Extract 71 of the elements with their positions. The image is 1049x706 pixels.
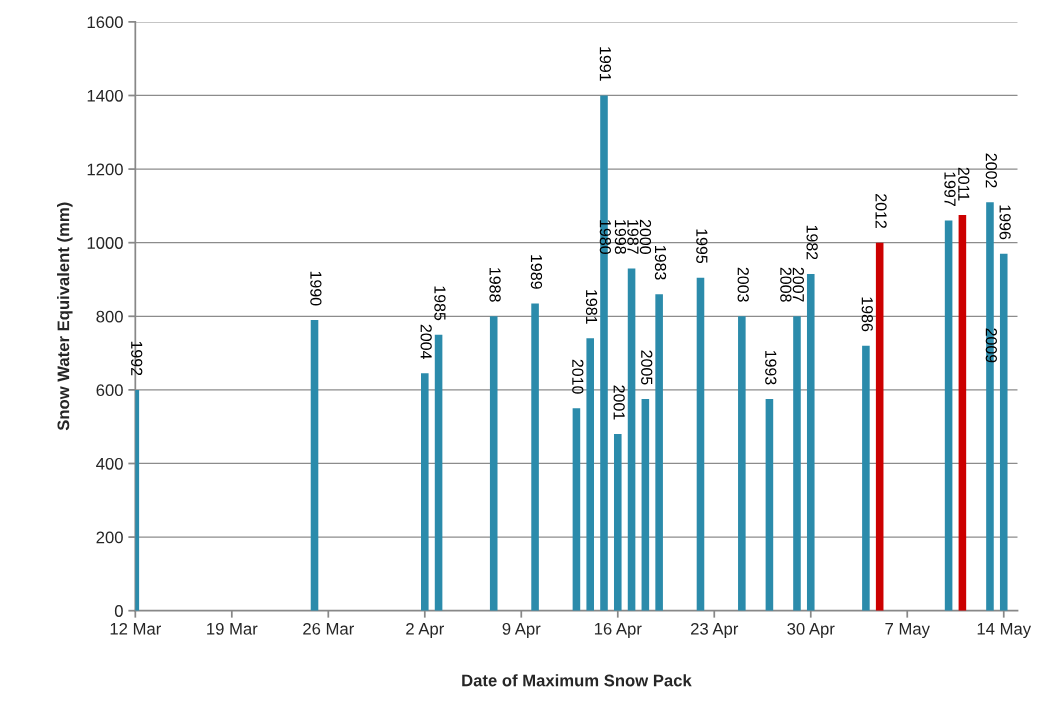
annotation: 1985 — [434, 286, 446, 321]
bar — [793, 316, 801, 611]
y-tick-label: 1600 — [87, 16, 123, 29]
x-tick-label: 30 Apr — [787, 622, 835, 639]
x-tick-label: 9 Apr — [502, 622, 541, 639]
annotation: 1990 — [310, 271, 322, 306]
annotation: 2010 — [572, 359, 584, 394]
annotation: 2002 — [985, 153, 997, 188]
y-tick-label: 1000 — [87, 237, 123, 249]
bar — [765, 399, 774, 611]
bar — [531, 303, 539, 611]
bar — [310, 319, 319, 611]
annotation: 1998 — [614, 220, 627, 254]
annotation: 1992 — [131, 341, 143, 376]
y-tick-label: 1200 — [87, 163, 123, 176]
bar — [738, 316, 746, 611]
bar — [944, 220, 953, 611]
x-tick-label: 7 May — [885, 623, 930, 639]
bar — [489, 316, 498, 611]
annotation: 1991 — [599, 47, 612, 81]
bar — [875, 242, 884, 611]
bar — [421, 373, 429, 611]
bar — [696, 277, 705, 611]
y-axis-title: Snow Water Equivalent (mm) — [57, 202, 73, 431]
annotation: 2012 — [875, 194, 887, 228]
x-tick-label: 16 Apr — [594, 622, 642, 639]
annotation: 2004 — [420, 324, 432, 359]
bar — [627, 268, 636, 611]
x-tick-label: 26 Mar — [303, 622, 354, 635]
annotation: 1993 — [765, 350, 777, 385]
x-axis-title: Date of Maximum Snow Pack — [462, 674, 692, 687]
y-tick-label: 200 — [96, 531, 123, 544]
annotation: 1997 — [944, 172, 956, 206]
annotation: 1987 — [627, 220, 639, 254]
bar — [655, 294, 663, 611]
annotation: 2003 — [737, 267, 749, 302]
annotation: 2008 — [780, 267, 792, 302]
bar — [434, 334, 443, 611]
annotation: 1981 — [585, 290, 598, 324]
annotation: 2005 — [641, 350, 653, 385]
annotation: 1988 — [489, 268, 501, 302]
x-tick-label: 14 May — [977, 623, 1032, 639]
annotation: 2001 — [613, 385, 625, 420]
bar — [958, 215, 967, 611]
y-tick-label: 600 — [96, 384, 123, 397]
y-tick-label: 1400 — [87, 89, 123, 102]
y-tick-label: 0 — [114, 605, 123, 617]
bar — [641, 399, 650, 611]
annotation: 1983 — [654, 246, 667, 280]
bar — [586, 338, 594, 611]
annotation: 1980 — [599, 220, 612, 254]
x-tick-label: 19 Mar — [207, 622, 258, 635]
annotation: 2007 — [792, 267, 804, 302]
x-tick-label: 12 Mar — [110, 622, 161, 635]
bar — [999, 253, 1008, 611]
annotation: 2000 — [639, 219, 652, 254]
bar — [613, 434, 622, 611]
annotation: 2011 — [958, 167, 970, 201]
y-tick-label: 400 — [96, 457, 123, 470]
y-tick-label: 800 — [96, 310, 123, 323]
x-tick-label: 23 Apr — [691, 622, 739, 639]
bar — [572, 408, 581, 611]
annotation: 2009 — [985, 328, 997, 363]
annotation: 1995 — [696, 229, 708, 264]
annotation: 1982 — [806, 225, 818, 260]
x-tick-label: 2 Apr — [406, 622, 444, 639]
annotation: 1989 — [530, 255, 543, 289]
bar — [806, 273, 815, 611]
annotation: 1986 — [861, 297, 873, 332]
bar — [862, 345, 870, 611]
annotation: 1996 — [999, 205, 1011, 240]
